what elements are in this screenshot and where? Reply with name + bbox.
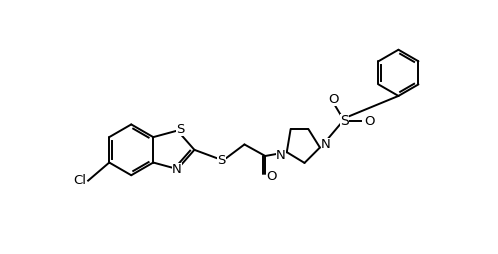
Text: Cl: Cl bbox=[73, 174, 86, 187]
Text: O: O bbox=[266, 170, 277, 183]
Text: O: O bbox=[364, 115, 374, 128]
Text: S: S bbox=[176, 123, 185, 136]
Text: O: O bbox=[329, 92, 339, 105]
Text: N: N bbox=[172, 163, 182, 176]
Text: N: N bbox=[321, 138, 331, 151]
Text: N: N bbox=[276, 149, 285, 162]
Text: S: S bbox=[217, 154, 226, 167]
Text: S: S bbox=[340, 114, 349, 128]
